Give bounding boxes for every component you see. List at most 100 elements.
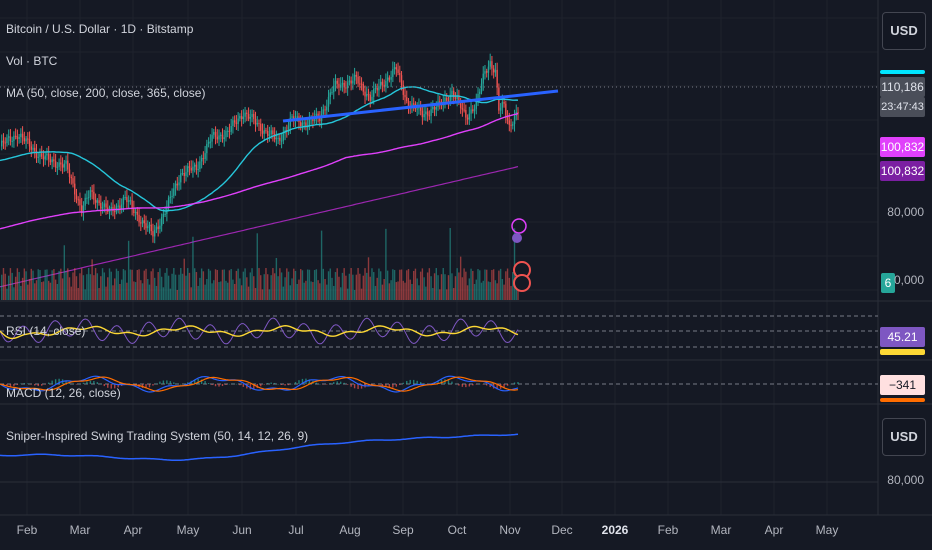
candle-body [67, 160, 69, 170]
volume-bar [80, 268, 83, 300]
volume-bar [386, 270, 389, 300]
volume-bar [14, 276, 17, 300]
candle-body [124, 197, 126, 199]
candle-body [461, 108, 464, 110]
candle-body [181, 173, 184, 175]
candle-body [190, 167, 192, 171]
candle-body [171, 195, 173, 197]
sniper-currency-button[interactable]: USD [882, 418, 926, 456]
candle-body [154, 229, 156, 237]
volume-bar [421, 268, 424, 300]
volume-bar [18, 272, 20, 300]
candle-body [406, 97, 408, 101]
candle-body [13, 135, 15, 141]
volume-bar [67, 268, 69, 300]
candle-body [263, 130, 265, 134]
volume-bar [374, 285, 377, 300]
candle-body [329, 92, 331, 97]
volume-bar [94, 268, 97, 300]
candle-body [326, 106, 328, 111]
candle-body [93, 191, 95, 200]
volume-bar [178, 274, 180, 300]
volume-bar [218, 282, 220, 300]
volume-bar [129, 269, 132, 300]
volume-bar [491, 270, 493, 300]
candle-body [355, 74, 358, 77]
chart-title: Bitcoin / U.S. Dollar · 1D · Bitstamp [6, 22, 194, 36]
volume-bar [147, 279, 149, 300]
candle-body [472, 109, 474, 112]
macd-histogram-bar [287, 384, 290, 386]
candle-body [277, 137, 279, 139]
volume-bar [190, 287, 192, 300]
volume-bar [266, 274, 269, 300]
macd-histogram-bar [506, 384, 509, 386]
macd-histogram-bar [273, 382, 276, 384]
candle-body [395, 67, 398, 70]
volume-bar [390, 280, 392, 300]
volume-bar [244, 268, 246, 300]
candle-body [399, 72, 401, 76]
candle-body [225, 130, 227, 138]
macd-histogram-bar [27, 383, 29, 384]
macd-histogram-bar [79, 383, 81, 385]
volume-bar [157, 272, 159, 300]
volume-bar [345, 275, 347, 300]
candle-body [228, 130, 231, 132]
volume-bar [103, 272, 105, 300]
candle-body [510, 124, 512, 126]
volume-bar [329, 268, 331, 300]
candle-body [25, 138, 27, 142]
volume-bar [503, 284, 505, 300]
volume-bar [513, 228, 516, 300]
candle-body [204, 153, 206, 159]
candle-body [447, 100, 450, 102]
volume-bar [440, 274, 443, 300]
candle-body [432, 106, 434, 110]
macd-histogram-bar [9, 384, 12, 387]
volume-bar [310, 281, 312, 300]
candle-body [517, 112, 519, 114]
candle-body [108, 209, 111, 212]
volume-bar [287, 271, 290, 300]
volume-bar [402, 280, 404, 300]
ma200-line [0, 112, 519, 230]
candle-body [501, 102, 504, 108]
volume-bar [65, 271, 67, 300]
volume-bar [27, 284, 29, 300]
macd-histogram-bar [6, 384, 8, 387]
x-tick-label: Sep [392, 523, 414, 537]
candle-body [381, 81, 384, 85]
candle-body [185, 172, 187, 177]
volume-bar [362, 275, 364, 300]
candle-body [444, 97, 446, 102]
macd-histogram-bar [211, 384, 213, 385]
candle-body [164, 213, 166, 215]
candle-body [251, 113, 253, 117]
currency-button[interactable]: USD [882, 12, 926, 50]
candle-body [482, 73, 484, 84]
candle-body [459, 100, 462, 109]
candle-body [192, 166, 194, 171]
candle-body [366, 93, 368, 97]
macd-histogram-bar [423, 383, 425, 384]
candle-body [386, 77, 389, 82]
volume-bar [442, 268, 444, 300]
macd-histogram-bar [183, 383, 185, 384]
volume-bar [74, 268, 76, 300]
volume-bar [180, 268, 182, 300]
volume-bar [235, 270, 238, 300]
candle-body [362, 84, 364, 92]
candle-body [449, 94, 451, 102]
macd-histogram-bar [107, 384, 109, 388]
volume-bar [350, 268, 352, 300]
macd-histogram-bar [322, 384, 325, 385]
macd-histogram-bar [159, 381, 161, 384]
volume-bar [187, 268, 189, 300]
macd-histogram-bar [367, 384, 370, 386]
macd-histogram-bar [148, 384, 151, 388]
volume-bar [105, 286, 107, 300]
current-price-tag: 110,186 [880, 77, 925, 97]
volume-bar [482, 280, 484, 300]
